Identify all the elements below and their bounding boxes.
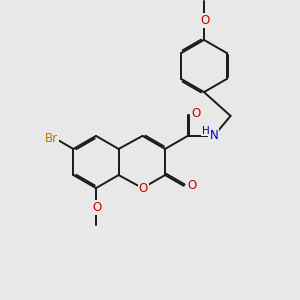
Text: O: O bbox=[191, 107, 201, 120]
Text: O: O bbox=[200, 14, 209, 27]
Text: N: N bbox=[209, 129, 218, 142]
Text: H: H bbox=[202, 125, 209, 136]
Text: O: O bbox=[188, 179, 197, 192]
Text: Br: Br bbox=[44, 132, 58, 145]
Text: O: O bbox=[92, 201, 101, 214]
Text: O: O bbox=[139, 182, 148, 195]
